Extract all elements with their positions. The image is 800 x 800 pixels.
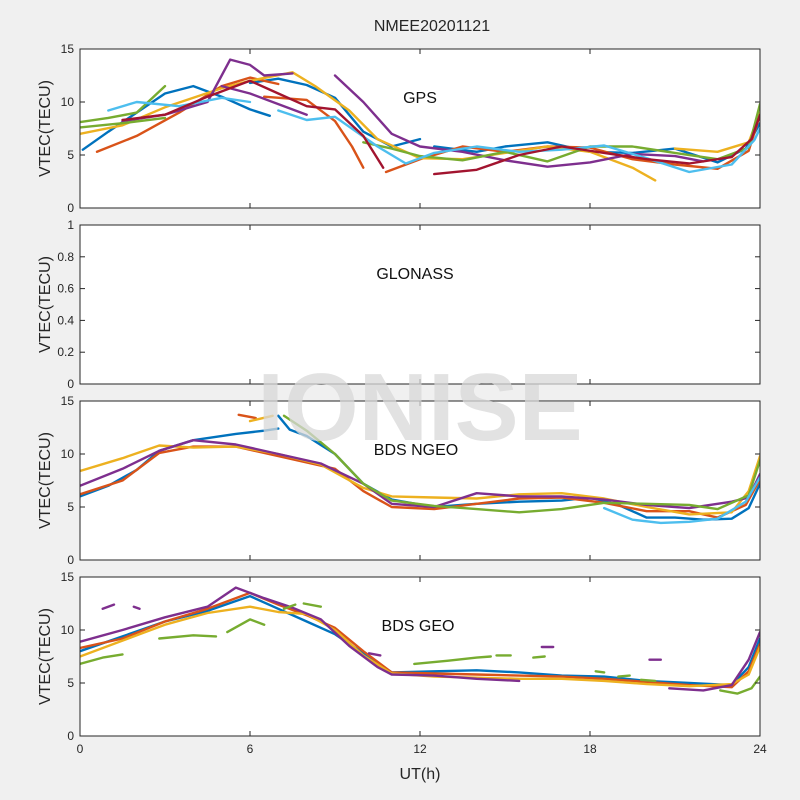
panel-label: GLONASS [376,266,453,283]
series-line [80,591,760,689]
y-tick-label: 1 [67,218,74,232]
series-line [220,84,308,116]
series-line [282,414,760,514]
panel-3: 0 5 10 15 0 6 12 18 24 VTEC(TECU) BDS GEO [37,570,767,756]
plot-area [80,401,760,560]
y-tick-label: 0 [67,201,74,215]
y-tick-label: 0 [67,729,74,743]
series-line [719,675,760,695]
series-line [226,618,266,634]
series-line [237,413,257,420]
series-line [81,84,271,151]
y-tick-label: 10 [61,95,75,109]
series-group [80,58,760,182]
y-tick-label: 10 [61,447,75,461]
y-tick-label: 0.2 [57,345,74,359]
plot-area [80,49,760,208]
series-line [80,116,167,129]
series-line [101,603,116,610]
y-tick-label: 15 [61,394,75,408]
y-tick-label: 10 [61,623,75,637]
series-line [532,655,546,659]
series-line [80,586,521,683]
series-line [80,444,760,516]
x-tick-label: 18 [583,742,597,756]
y-tick-label: 0.8 [57,250,74,264]
series-group [80,413,760,525]
panel-0: 0 5 10 15 VTEC(TECU) GPS [37,42,761,215]
y-axis-label: VTEC(TECU) [37,432,54,529]
series-line [107,96,252,112]
series-line [80,84,167,124]
series-line [121,79,385,169]
series-line [603,476,760,525]
y-axis-label: VTEC(TECU) [37,256,54,353]
series-line [594,670,606,674]
x-tick-label: 12 [413,742,427,756]
x-tick-label: 6 [247,742,254,756]
series-line [277,109,760,174]
y-tick-label: 0 [67,377,74,391]
series-line [282,603,297,610]
y-axis-label: VTEC(TECU) [37,80,54,177]
figure-title: NMEE20201121 [374,18,490,35]
x-axis-label: UT(h) [400,766,441,783]
series-line [639,678,657,683]
watermark: IONISE [257,354,582,461]
series-line [80,653,124,666]
series-line [367,652,382,657]
x-tick-label: 0 [77,742,84,756]
panel-label: BDS NGEO [374,442,458,459]
series-line [668,630,760,692]
panels: 0 5 10 15 VTEC(TECU) GPS 0 0.2 0.4 0.6 0.8 1 VTEC(TE… [37,42,767,756]
y-tick-label: 5 [67,500,74,514]
panel-1: 0 0.2 0.4 0.6 0.8 1 VTEC(TECU) GLONASS [37,218,761,391]
y-tick-label: 15 [61,42,75,56]
y-tick-label: 0 [67,553,74,567]
series-line [302,602,322,608]
series-line [158,634,218,640]
series-line [433,113,760,176]
series-line [132,605,141,610]
y-tick-label: 5 [67,148,74,162]
y-tick-label: 15 [61,570,75,584]
y-axis-label: VTEC(TECU) [37,608,54,705]
series-line [248,414,274,423]
plot-area [80,225,760,384]
panel-label: BDS GEO [382,618,455,635]
series-line [617,674,631,678]
y-tick-label: 0.6 [57,282,74,296]
y-tick-label: 0.4 [57,313,74,327]
panel-2: 0 5 10 15 VTEC(TECU) BDS NGEO [37,394,761,567]
y-tick-label: 5 [67,676,74,690]
series-group [80,586,760,695]
x-tick-label: 24 [753,742,767,756]
panel-label: GPS [403,90,437,107]
plot-area [80,577,760,736]
series-line [413,655,492,666]
